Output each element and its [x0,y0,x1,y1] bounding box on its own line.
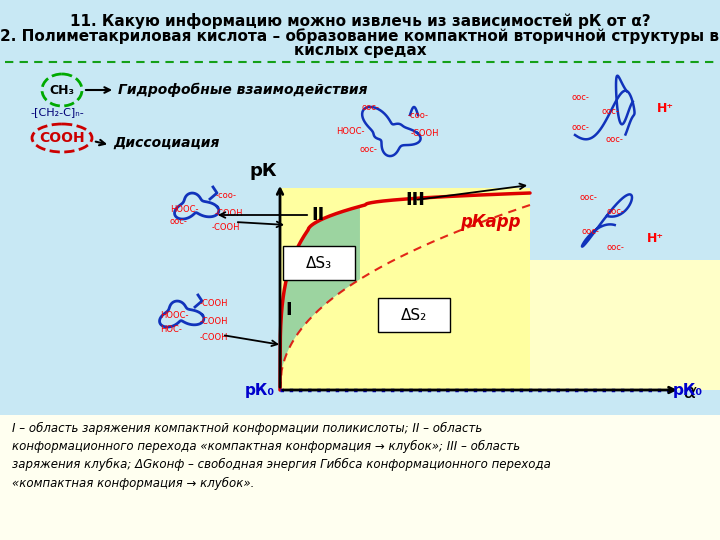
Text: I: I [285,301,292,319]
Text: ooc-: ooc- [170,218,188,226]
Text: ooc-: ooc- [359,145,377,154]
Text: рК: рК [250,162,277,180]
Text: 11. Какую информацию можно извлечь из зависимостей рК от α?: 11. Какую информацию можно извлечь из за… [70,13,650,29]
FancyBboxPatch shape [378,298,450,332]
Text: ooc-: ooc- [606,207,624,217]
Polygon shape [280,206,360,390]
Text: -COOH: -COOH [215,208,243,218]
Text: H⁺: H⁺ [647,232,664,245]
Text: рКарр: рКарр [460,213,521,231]
Bar [0,415,720,540]
Text: ooc-: ooc- [361,104,379,112]
Text: ΔS₃: ΔS₃ [306,255,332,271]
Bar [530,260,720,390]
Text: -coo-: -coo- [216,191,237,199]
Text: -coo-: -coo- [408,111,428,119]
Text: HOOC-: HOOC- [170,206,199,214]
Text: III: III [405,191,425,209]
Text: ooc-: ooc- [571,93,589,103]
Text: -COOH: -COOH [200,333,228,341]
Text: I – область заряжения компактной конформации поликислоты; II – область
конформац: I – область заряжения компактной конформ… [12,422,551,490]
Text: рК₀: рК₀ [673,382,703,397]
Bar [280,188,530,390]
Text: -COOH: -COOH [200,300,228,308]
Text: 2. Полиметакриловая кислота – образование компактной вторичной структуры в: 2. Полиметакриловая кислота – образовани… [1,28,719,44]
Text: Диссоциация: Диссоциация [113,136,220,150]
Text: ooc-: ooc- [606,244,624,253]
Text: ooc-: ooc- [581,227,599,237]
Text: -COOH: -COOH [410,130,439,138]
Text: -[CH₂-C]ₙ-: -[CH₂-C]ₙ- [30,107,84,117]
Text: кислых средах: кислых средах [294,43,426,58]
Text: -COOH: -COOH [212,224,240,233]
Text: ooc-: ooc- [601,107,619,117]
Text: COOH: COOH [39,131,85,145]
Text: ooc-: ooc- [571,124,589,132]
FancyBboxPatch shape [283,246,355,280]
Text: CH₃: CH₃ [50,84,74,97]
Text: II: II [311,206,325,224]
Text: HOC-: HOC- [160,326,182,334]
Text: ΔS₂: ΔS₂ [401,307,427,322]
Text: рК₀: рК₀ [245,382,275,397]
Text: α: α [683,382,696,402]
Text: HOOC-: HOOC- [336,127,364,137]
Text: Гидрофобные взаимодействия: Гидрофобные взаимодействия [118,83,367,97]
Text: ooc-: ooc- [579,193,597,202]
Text: H⁺: H⁺ [657,102,673,114]
Text: ooc-: ooc- [605,136,623,145]
Text: HOOC-: HOOC- [160,310,189,320]
Text: -COOH: -COOH [200,318,228,327]
